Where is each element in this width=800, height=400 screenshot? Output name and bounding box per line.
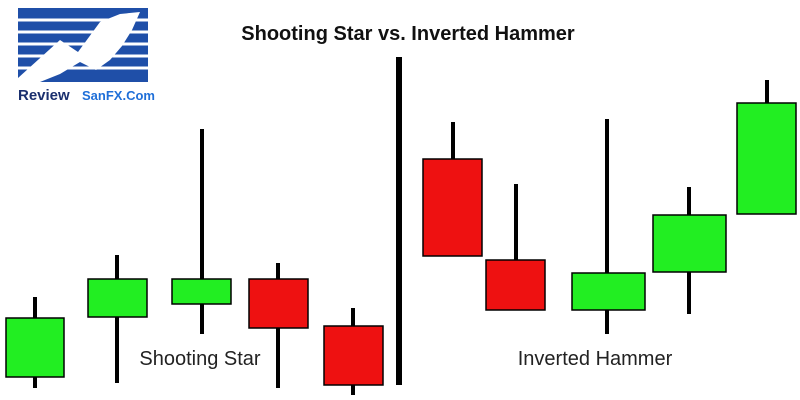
candle-body	[323, 325, 384, 386]
label: Inverted Hammer	[518, 348, 673, 370]
label: Shooting Star	[139, 348, 261, 370]
candles-left	[5, 129, 384, 395]
candles-right	[422, 80, 797, 334]
candle-body	[5, 317, 65, 378]
candle-body	[485, 259, 546, 311]
candle-body	[652, 214, 727, 273]
candle-body	[171, 278, 232, 305]
logo: Review SanFX.Com	[18, 8, 155, 104]
logo-word: SanFX.Com	[82, 88, 155, 103]
logo-word: Review	[18, 87, 70, 104]
divider	[396, 57, 402, 385]
candle-body	[248, 278, 309, 329]
candle-body	[571, 272, 646, 311]
candle-body	[422, 158, 483, 257]
candle-body	[736, 102, 797, 215]
candle-body	[87, 278, 148, 318]
title: Shooting Star vs. Inverted Hammer	[241, 23, 575, 45]
logo-bull	[18, 12, 140, 82]
